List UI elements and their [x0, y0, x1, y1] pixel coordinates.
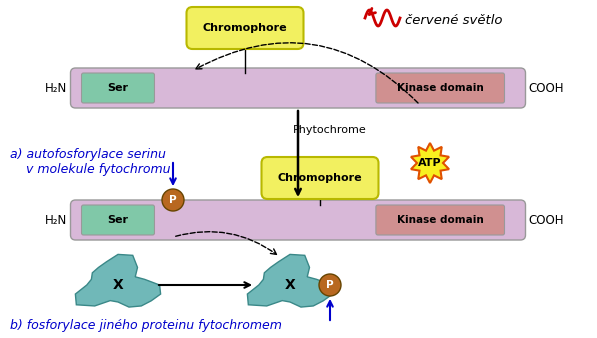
- FancyBboxPatch shape: [261, 157, 378, 199]
- Circle shape: [319, 274, 341, 296]
- Text: ATP: ATP: [418, 158, 442, 168]
- FancyBboxPatch shape: [376, 205, 504, 235]
- Text: COOH: COOH: [528, 214, 564, 226]
- Text: X: X: [113, 278, 124, 292]
- Polygon shape: [75, 255, 161, 307]
- Text: Ser: Ser: [107, 83, 128, 93]
- Text: X: X: [285, 278, 296, 292]
- Text: Kinase domain: Kinase domain: [397, 83, 484, 93]
- FancyBboxPatch shape: [82, 205, 155, 235]
- Circle shape: [162, 189, 184, 211]
- Text: Phytochrome: Phytochrome: [293, 125, 367, 135]
- FancyBboxPatch shape: [376, 73, 504, 103]
- FancyBboxPatch shape: [70, 68, 525, 108]
- Text: Kinase domain: Kinase domain: [397, 215, 484, 225]
- Text: Chromophore: Chromophore: [203, 23, 287, 33]
- Polygon shape: [411, 143, 449, 183]
- Text: a) autofosforylace serinu
    v molekule fytochromu: a) autofosforylace serinu v molekule fyt…: [10, 148, 171, 176]
- Text: Chromophore: Chromophore: [278, 173, 362, 183]
- Text: P: P: [169, 195, 177, 205]
- FancyBboxPatch shape: [82, 73, 155, 103]
- Text: červené světlo: červené světlo: [405, 14, 503, 26]
- Text: H₂N: H₂N: [45, 81, 67, 95]
- Text: Ser: Ser: [107, 215, 128, 225]
- Text: P: P: [326, 280, 334, 290]
- Text: COOH: COOH: [528, 81, 564, 95]
- Text: H₂N: H₂N: [45, 214, 67, 226]
- FancyBboxPatch shape: [70, 200, 525, 240]
- Text: b) fosforylace jiného proteinu fytochromem: b) fosforylace jiného proteinu fytochrom…: [10, 318, 282, 332]
- FancyBboxPatch shape: [186, 7, 303, 49]
- Polygon shape: [247, 255, 333, 307]
